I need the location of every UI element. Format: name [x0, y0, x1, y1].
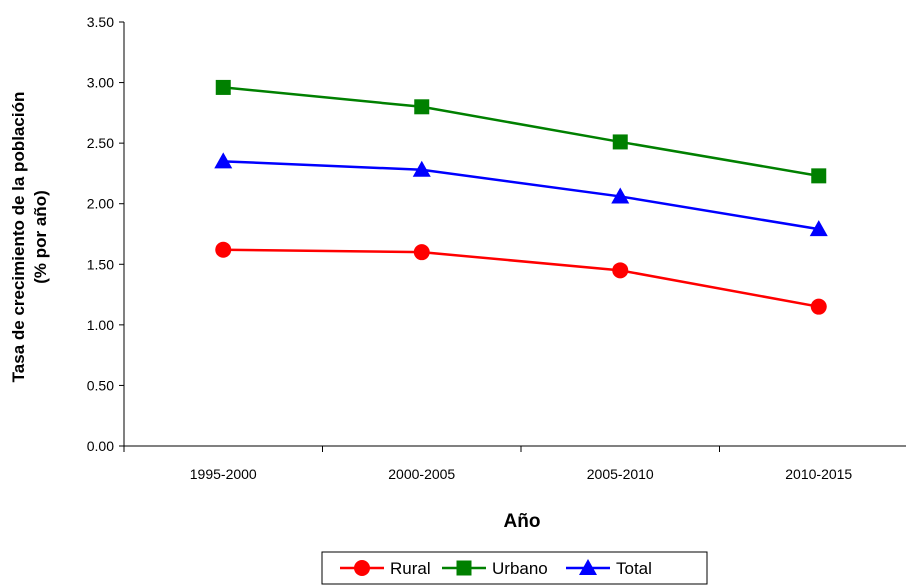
series-rural — [215, 241, 827, 315]
data-point-urbano — [414, 99, 430, 115]
data-point-total — [611, 187, 630, 204]
legend-item-urbano: Urbano — [442, 559, 548, 578]
data-point-total — [809, 220, 828, 237]
y-tick-label: 1.00 — [87, 317, 114, 333]
legend-box — [321, 551, 708, 585]
y-tick-label: 3.50 — [87, 14, 114, 30]
y-axis-title-line2: (% por año) — [31, 190, 50, 284]
legend-marker — [354, 560, 370, 576]
series-layer — [214, 79, 828, 315]
y-axis-title-line1: Tasa de crecimiento de la población — [9, 92, 28, 383]
y-axis-title: Tasa de crecimiento de la población (% p… — [9, 92, 50, 383]
y-tick-label: 0.00 — [87, 438, 114, 454]
series-line-urbano — [223, 86, 819, 178]
x-axis-title: Año — [504, 511, 541, 532]
x-tick-label: 2000-2005 — [388, 466, 455, 482]
legend-item-rural: Rural — [340, 559, 431, 578]
series-line-total — [223, 160, 819, 231]
legend-item-total: Total — [566, 559, 652, 578]
series-total — [214, 152, 828, 237]
y-tick-label: 2.00 — [87, 196, 114, 212]
data-point-total — [412, 160, 431, 177]
x-tick-label: 1995-2000 — [190, 466, 257, 482]
data-point-urbano — [811, 168, 827, 184]
legend-label: Total — [616, 559, 652, 578]
x-axis: 1995-2000 2000-2005 2005-2010 2010-2015 — [123, 445, 906, 482]
data-point-urbano — [215, 79, 231, 95]
legend-label: Urbano — [492, 559, 548, 578]
x-tick-label: 2005-2010 — [587, 466, 654, 482]
legend-label: Rural — [390, 559, 431, 578]
data-point-rural — [215, 241, 232, 258]
data-point-urbano — [612, 134, 628, 150]
data-point-rural — [612, 262, 629, 279]
x-tick-label: 2010-2015 — [785, 466, 852, 482]
data-point-total — [214, 152, 233, 169]
y-tick-label: 0.50 — [87, 377, 114, 393]
legend-marker — [579, 559, 597, 575]
y-tick-label: 1.50 — [87, 256, 114, 272]
data-point-rural — [413, 244, 430, 261]
series-line-rural — [223, 248, 819, 308]
y-axis: 0.00 0.50 1.00 1.50 2.00 2.50 3.00 3.50 — [87, 14, 125, 454]
legend: Rural Urbano Total — [321, 551, 708, 585]
y-tick-label: 3.00 — [87, 75, 114, 91]
legend-marker — [456, 560, 472, 576]
series-urbano — [215, 79, 827, 184]
y-tick-label: 2.50 — [87, 135, 114, 151]
data-point-rural — [810, 298, 827, 315]
